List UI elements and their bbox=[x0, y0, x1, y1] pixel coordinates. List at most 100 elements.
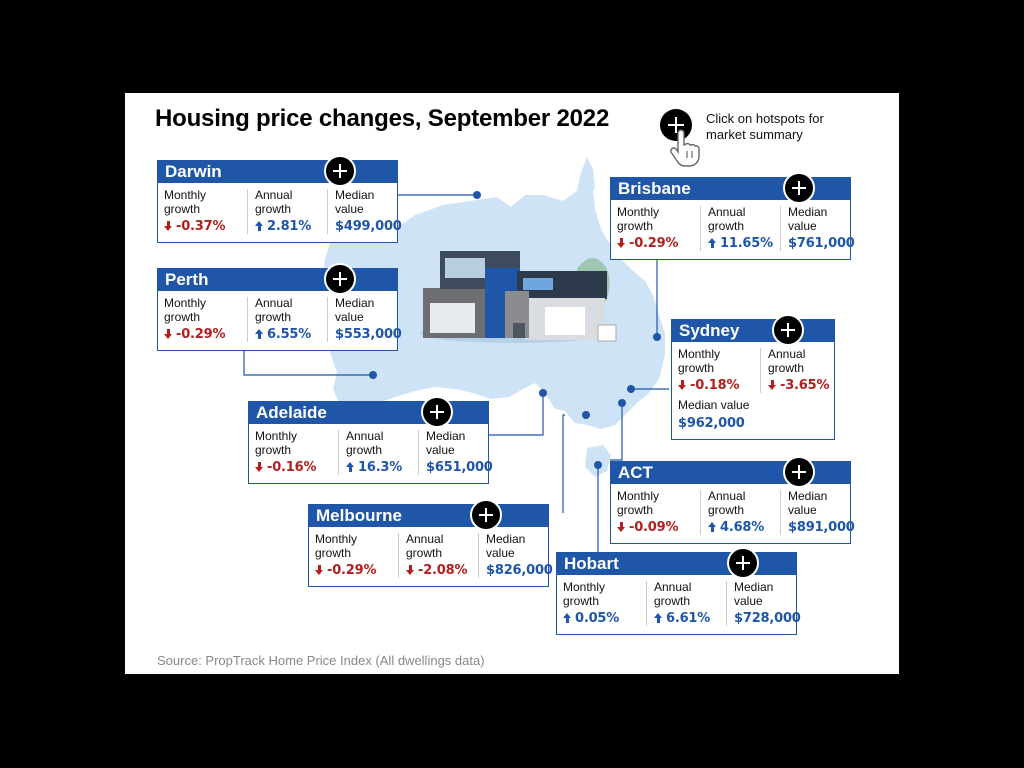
stat-label: Annual growth bbox=[708, 205, 746, 233]
down-arrow-icon bbox=[315, 565, 323, 575]
annual-growth: Annual growth 11.65% bbox=[700, 205, 780, 251]
up-arrow-icon bbox=[255, 221, 263, 231]
hotspot-plus-button[interactable] bbox=[324, 263, 356, 295]
stat-value: -0.37% bbox=[164, 219, 241, 234]
hint-text: Click on hotspots for market summary bbox=[706, 111, 824, 142]
australia-map bbox=[243, 157, 669, 555]
stat-label: Annual growth bbox=[255, 296, 293, 324]
stat-value: $962,000 bbox=[678, 416, 745, 431]
stat-label: Annual growth bbox=[255, 188, 293, 216]
stat-value: -2.08% bbox=[406, 563, 472, 578]
annual-growth: Annual growth 6.55% bbox=[247, 296, 327, 342]
stat-value: -0.18% bbox=[678, 378, 754, 393]
stat-label: Median value bbox=[335, 296, 375, 324]
house-illustration bbox=[420, 251, 617, 343]
stat-value: 2.81% bbox=[255, 219, 321, 234]
stat-label: Monthly growth bbox=[563, 580, 606, 608]
monthly-growth: Monthly growth -0.29% bbox=[617, 205, 700, 251]
median-value: Median value $962,000 bbox=[672, 393, 834, 431]
hotspot-plus-button[interactable] bbox=[727, 547, 759, 579]
city-name: Perth bbox=[158, 269, 397, 291]
source-note: Source: PropTrack Home Price Index (All … bbox=[157, 653, 485, 668]
annual-growth: Annual growth 4.68% bbox=[700, 489, 780, 535]
stat-label: Monthly growth bbox=[678, 347, 721, 375]
city-name: Darwin bbox=[158, 161, 397, 183]
stat-value: $826,000 bbox=[486, 563, 553, 578]
stat-label: Median value bbox=[788, 205, 828, 233]
up-arrow-icon bbox=[563, 613, 571, 623]
stat-label: Monthly growth bbox=[617, 205, 660, 233]
stat-value: $651,000 bbox=[426, 460, 493, 475]
city-card-melbourne: Melbourne Monthly growth -0.29% Annual g… bbox=[308, 499, 553, 587]
stat-value: $553,000 bbox=[335, 327, 402, 342]
monthly-growth: Monthly growth -0.16% bbox=[255, 429, 338, 475]
city-card-hobart: Hobart Monthly growth 0.05% Annual growt… bbox=[556, 547, 801, 635]
hotspot-plus-button[interactable] bbox=[783, 172, 815, 204]
down-arrow-icon bbox=[768, 380, 776, 390]
stat-value: 6.61% bbox=[654, 611, 720, 626]
median-value: Median value $553,000 bbox=[327, 296, 402, 342]
up-arrow-icon bbox=[708, 238, 716, 248]
hotspot-plus-button[interactable] bbox=[783, 456, 815, 488]
stat-label: Median value bbox=[486, 532, 526, 560]
stat-label: Monthly growth bbox=[164, 296, 207, 324]
cape-york bbox=[577, 157, 595, 191]
median-value: Median value $761,000 bbox=[780, 205, 855, 251]
stat-value: 11.65% bbox=[708, 236, 774, 251]
stat-value: $728,000 bbox=[734, 611, 801, 626]
pointer-hand-icon bbox=[670, 129, 700, 167]
infographic-panel: Housing price changes, September 2022 Cl… bbox=[125, 93, 899, 674]
median-value: Median value $728,000 bbox=[726, 580, 801, 626]
stat-label: Annual growth bbox=[708, 489, 746, 517]
stat-value: $761,000 bbox=[788, 236, 855, 251]
stat-value: 0.05% bbox=[563, 611, 640, 626]
stat-label: Median value bbox=[788, 489, 828, 517]
down-arrow-icon bbox=[164, 221, 172, 231]
median-value: Median value $826,000 bbox=[478, 532, 553, 578]
median-value: Median value $891,000 bbox=[780, 489, 855, 535]
stat-label: Monthly growth bbox=[255, 429, 298, 457]
up-arrow-icon bbox=[255, 329, 263, 339]
city-card-adelaide: Adelaide Monthly growth -0.16% Annual gr… bbox=[248, 396, 493, 484]
city-card-sydney: Sydney Monthly growth -0.18% Annual grow… bbox=[671, 314, 835, 440]
stat-value: $499,000 bbox=[335, 219, 402, 234]
hotspot-plus-button[interactable] bbox=[470, 499, 502, 531]
hotspot-plus-button[interactable] bbox=[324, 155, 356, 187]
stat-label: Annual growth bbox=[346, 429, 384, 457]
plus-icon bbox=[660, 109, 692, 141]
down-arrow-icon bbox=[617, 238, 625, 248]
stat-value: -0.29% bbox=[315, 563, 392, 578]
monthly-growth: Monthly growth -0.18% bbox=[678, 347, 760, 393]
stat-value: -0.29% bbox=[617, 236, 694, 251]
median-value: Median value $499,000 bbox=[327, 188, 402, 234]
stat-label: Monthly growth bbox=[164, 188, 207, 216]
hotspot-plus-button[interactable] bbox=[772, 314, 804, 346]
monthly-growth: Monthly growth -0.09% bbox=[617, 489, 700, 535]
stat-label: Median value bbox=[426, 429, 466, 457]
down-arrow-icon bbox=[406, 565, 414, 575]
page-title: Housing price changes, September 2022 bbox=[155, 105, 610, 132]
stat-value: 16.3% bbox=[346, 460, 412, 475]
up-arrow-icon bbox=[654, 613, 662, 623]
city-card-act: ACT Monthly growth -0.09% Annual growth … bbox=[610, 456, 855, 544]
stat-label: Median value bbox=[335, 188, 375, 216]
annual-growth: Annual growth -2.08% bbox=[398, 532, 478, 578]
city-name: Melbourne bbox=[309, 505, 548, 527]
monthly-growth: Monthly growth -0.37% bbox=[164, 188, 247, 234]
city-card-brisbane: Brisbane Monthly growth -0.29% Annual gr… bbox=[610, 172, 855, 260]
median-value: Median value $651,000 bbox=[418, 429, 493, 475]
down-arrow-icon bbox=[678, 380, 686, 390]
up-arrow-icon bbox=[346, 462, 354, 472]
stat-value: 6.55% bbox=[255, 327, 321, 342]
up-arrow-icon bbox=[708, 522, 716, 532]
city-card-perth: Perth Monthly growth -0.29% Annual growt… bbox=[157, 263, 402, 351]
city-card-darwin: Darwin Monthly growth -0.37% Annual grow… bbox=[157, 155, 402, 243]
hotspot-plus-button[interactable] bbox=[421, 396, 453, 428]
down-arrow-icon bbox=[164, 329, 172, 339]
down-arrow-icon bbox=[617, 522, 625, 532]
annual-growth: Annual growth 16.3% bbox=[338, 429, 418, 475]
annual-growth: Annual growth 2.81% bbox=[247, 188, 327, 234]
stat-label: Annual growth bbox=[406, 532, 444, 560]
stat-label: Annual growth bbox=[654, 580, 692, 608]
annual-growth: Annual growth -3.65% bbox=[760, 347, 834, 393]
